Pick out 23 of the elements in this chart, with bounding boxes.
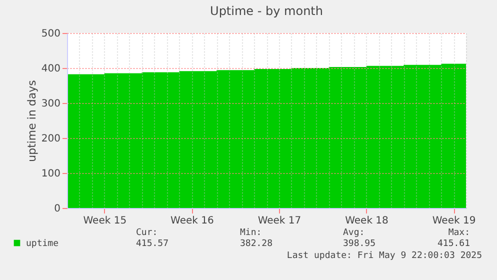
text: Cur:: [136, 228, 158, 238]
text: 415.61: [437, 239, 470, 249]
y-tick-label: 0: [54, 204, 60, 214]
x-tick-label: Week 19: [432, 216, 476, 226]
x-tick-label: Week 18: [345, 216, 388, 226]
text: 382.28: [240, 239, 273, 249]
y-tick-label: 400: [41, 64, 60, 74]
y-tick-label: 200: [41, 134, 60, 144]
text: Max:: [448, 228, 470, 238]
x-tick-label: Week 16: [170, 216, 214, 226]
x-tick-label: Week 15: [83, 216, 127, 226]
text: Min:: [240, 228, 262, 238]
text: Avg:: [343, 228, 365, 238]
y-axis-title: uptime in days: [25, 80, 38, 162]
y-tick-label: 300: [41, 98, 60, 110]
text: 415.57: [136, 239, 169, 249]
legend-label: uptime: [26, 239, 59, 249]
y-tick-label: 100: [41, 168, 60, 180]
chart-title: Uptime - by month: [210, 4, 323, 18]
y-tick-label: 500: [41, 28, 60, 40]
text: 398.95: [343, 239, 376, 249]
text: Last update: Fri May 9 22:00:03 2025: [286, 251, 482, 261]
x-tick-label: Week 17: [258, 216, 302, 226]
